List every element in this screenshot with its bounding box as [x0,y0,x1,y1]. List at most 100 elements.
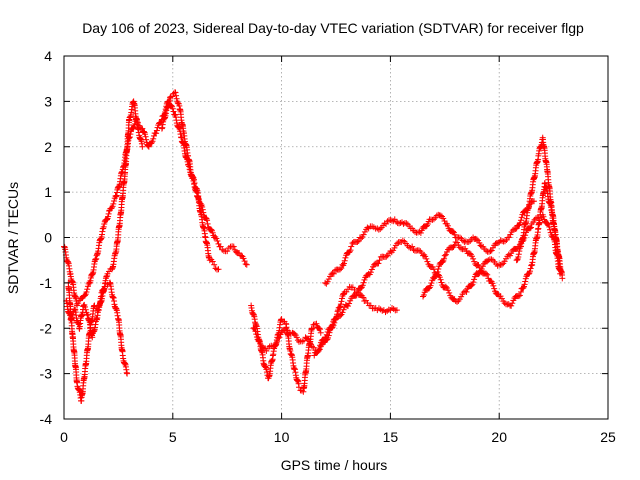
data-point-trace [454,239,461,246]
data-point-trace [488,247,495,254]
data-point-trace [316,345,323,352]
data-point [206,257,213,264]
data-point [313,320,320,327]
data-point-trace [316,325,323,332]
axis-ticks: 0 5 10 15 20 25 -4 -3 -2 -1 0 1 2 3 4 [40,48,616,445]
data-point-trace [209,258,216,265]
data-point [348,243,355,250]
data-point-trace [384,218,391,225]
data-point-trace [306,338,313,345]
data-point-trace [473,236,480,243]
data-point-trace [483,270,490,277]
data-point [217,243,224,250]
x-tick-label: 0 [60,429,68,445]
data-point-trace [522,278,529,285]
data-point-trace [82,292,89,299]
data-point [441,252,448,259]
data-point-trace [193,187,200,194]
data-point-trace [153,130,160,137]
data-point-trace [209,229,216,236]
data-point-trace [468,282,475,289]
data-point-trace [438,279,445,286]
data-point-trace [520,284,527,291]
data-point-trace [501,300,508,307]
data-point-trace [528,262,535,269]
data-point-trace [476,264,483,271]
data-point-trace [105,210,112,217]
data-point [376,257,383,264]
data-point-trace [512,226,519,233]
data-point-trace [208,226,215,233]
data-point [276,334,283,341]
data-point-trace [242,261,249,268]
data-point-trace [444,222,451,229]
data-point-trace [84,312,91,319]
data-point-trace [454,298,461,305]
data-point-trace [191,181,198,188]
x-axis-title: GPS time / hours [281,457,388,473]
data-point-trace [340,306,347,313]
y-tick-label: 1 [44,184,52,200]
data-point [124,370,131,377]
data-point-trace [103,216,110,223]
data-point-trace [110,200,117,207]
y-tick-label: 2 [44,139,52,155]
data-point-trace [383,253,390,260]
data-point-trace [360,279,367,286]
data-point-trace [338,298,345,305]
data-point-trace [446,289,453,296]
data-point [215,266,222,273]
data-point [317,329,324,336]
data-point-trace [293,334,300,341]
data-point-trace [190,177,197,184]
data-point-trace [465,238,472,245]
data-point-trace [442,283,449,290]
data-point-trace [84,286,91,293]
data-point-trace [471,276,478,283]
x-tick-label: 15 [383,429,399,445]
data-point-trace [470,279,477,286]
data-point-trace [317,342,324,349]
data-point-trace [459,237,466,244]
data-point-trace [353,292,360,299]
y-tick-label: -4 [40,411,53,427]
data-point-trace [515,251,522,258]
data-point-trace [540,213,547,220]
data-point-trace [204,217,211,224]
data-point [387,248,394,255]
data-point-trace [322,334,329,341]
data-point-trace [364,224,371,231]
data-point [224,248,231,255]
data-point-trace [442,251,449,258]
data-point-trace [516,248,523,255]
data-point-trace [142,131,149,138]
data-point-trace [263,366,270,373]
data-point-trace [451,231,458,238]
data-point-trace [516,292,523,299]
data-point-trace [323,331,330,338]
data-point-trace [470,255,477,262]
data-point-trace [358,235,365,242]
data-point-trace [502,238,509,245]
data-point-trace [346,300,353,307]
data-point-trace [340,260,347,267]
data-point-trace [170,108,177,115]
data-point-trace [476,239,483,246]
data-point-trace [427,282,434,289]
y-tick-label: 3 [44,93,52,109]
data-point-trace [507,231,514,238]
data-point-trace [331,319,338,326]
data-point-trace [347,247,354,254]
data-point-trace [424,258,431,265]
data-point-trace [166,97,173,104]
data-point [204,220,211,227]
data-point-trace [332,316,339,323]
data-point [163,107,170,114]
data-point-trace [337,312,344,319]
data-point-trace [515,254,522,261]
data-point-trace [441,255,448,262]
data-point-trace [506,234,513,241]
data-point [452,239,459,246]
data-point-trace [515,293,522,300]
data-point-trace [255,337,262,344]
